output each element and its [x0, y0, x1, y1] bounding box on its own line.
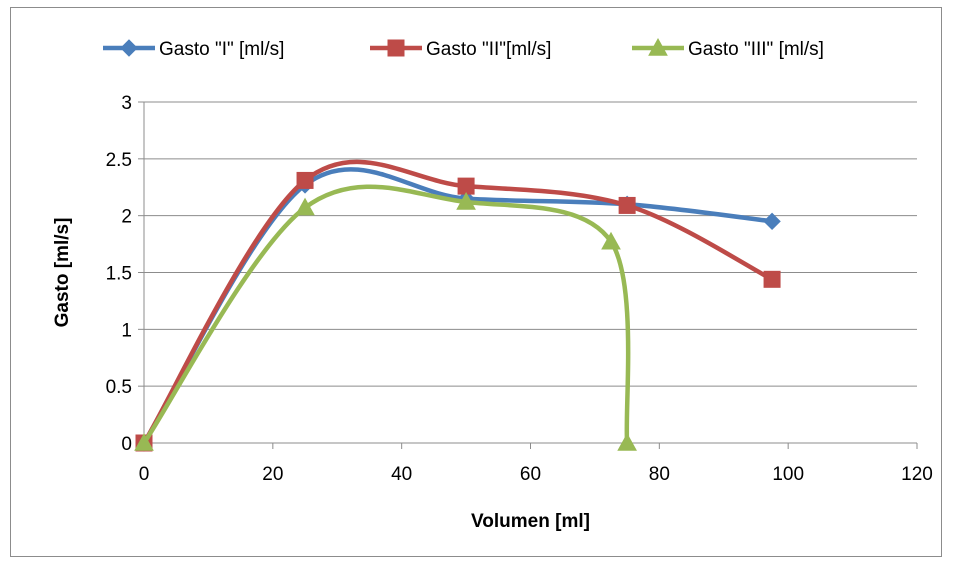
legend-label: Gasto "II"[ml/s]	[426, 39, 551, 60]
series-line	[141, 184, 631, 446]
data-point	[456, 191, 476, 210]
x-tick-label: 100	[772, 464, 804, 485]
y-tick-label: 3	[121, 93, 132, 114]
series-3	[134, 184, 637, 451]
gridlines	[144, 101, 917, 387]
data-point	[134, 432, 154, 451]
data-point	[618, 196, 636, 214]
y-axis-title: Gasto [ml/s]	[52, 218, 73, 328]
data-point	[763, 270, 781, 288]
legend-marker	[648, 37, 668, 56]
y-tick-label: 0	[121, 434, 132, 455]
data-point	[763, 212, 781, 231]
series-line	[141, 159, 775, 446]
series	[134, 159, 781, 452]
legend-marker	[387, 39, 405, 57]
chart-area	[10, 7, 942, 557]
data-point	[457, 177, 475, 195]
x-tick-label: 60	[520, 464, 541, 485]
y-tick-label: 2	[121, 207, 132, 228]
legend-marker	[120, 39, 138, 57]
legend-label: Gasto "I" [ml/s]	[159, 39, 284, 60]
legend-label: Gasto "III" [ml/s]	[688, 39, 824, 60]
x-tick-label: 80	[649, 464, 670, 485]
x-tick-label: 120	[901, 464, 933, 485]
series-line	[141, 167, 775, 446]
legend: Gasto "I" [ml/s] Gasto "II"[ml/s] Gasto "I…	[103, 37, 824, 60]
data-point	[617, 432, 637, 451]
series-1	[135, 167, 781, 452]
legend-item-1: Gasto "I" [ml/s]	[103, 39, 284, 60]
y-tick-label: 0.5	[106, 377, 132, 398]
axes: 0 0.5 1 1.5 2 2.5 3 0 20 40 60 80 100 120	[106, 93, 933, 485]
y-tick-label: 1.5	[106, 264, 132, 285]
legend-item-3: Gasto "III" [ml/s]	[632, 37, 824, 60]
data-point	[296, 171, 314, 189]
data-point	[601, 231, 621, 250]
x-tick-label: 20	[262, 464, 283, 485]
y-tick-label: 1	[121, 320, 132, 341]
legend-item-2: Gasto "II"[ml/s]	[370, 39, 551, 60]
y-tick-label: 2.5	[106, 150, 132, 171]
data-point	[295, 197, 315, 216]
series-2	[135, 159, 781, 452]
x-axis-title: Volumen [ml]	[471, 511, 590, 532]
x-tick-label: 40	[391, 464, 412, 485]
x-tick-label: 0	[139, 464, 150, 485]
